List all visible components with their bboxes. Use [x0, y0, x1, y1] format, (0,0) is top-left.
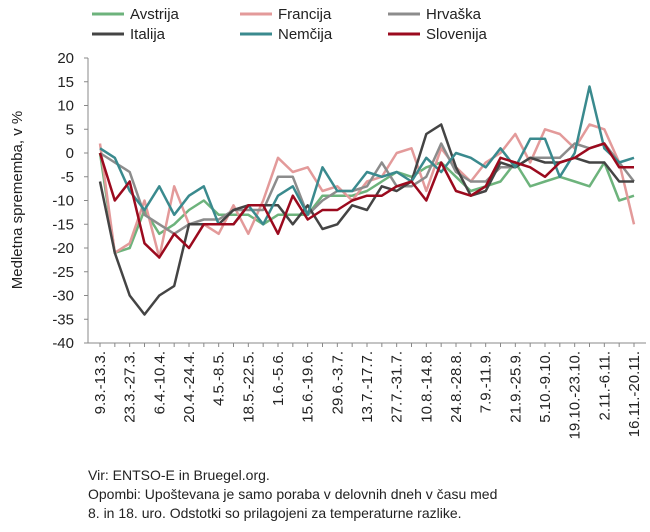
- y-tick-label: 20: [57, 50, 74, 67]
- x-tick-label: 10.8.-14.8.: [418, 351, 435, 423]
- x-tick-label: 9.3.-13.3.: [92, 351, 109, 414]
- x-tick-label: 29.6.-3.7.: [329, 351, 346, 414]
- series-line: [98, 123, 634, 316]
- x-tick-label: 19.10.-23.10.: [567, 351, 584, 439]
- x-tick-label: 2.11.-6.11.: [596, 351, 613, 421]
- y-tick-label: 15: [57, 74, 74, 91]
- series-line: [99, 85, 635, 226]
- note: 8. in 18. uro. Odstotki so prilagojeni z…: [88, 505, 462, 521]
- x-tick-label: 6.4.-10.4.: [151, 351, 168, 414]
- series-line: [98, 142, 634, 259]
- x-tick-label: 15.6.-19.6.: [300, 351, 317, 423]
- y-tick-label: 10: [57, 98, 74, 115]
- y-axis-label: Medletna sprememba, v %: [9, 111, 26, 289]
- x-tick-label: 18.5.-22.5.: [240, 351, 257, 423]
- y-tick-label: -5: [61, 169, 74, 186]
- legend-label: Avstrija: [130, 6, 180, 23]
- x-tick-label: 21.9.-25.9.: [507, 351, 524, 423]
- x-tick-label: 20.4.-24.4.: [181, 351, 198, 423]
- x-tick-label: 5.10.-9.10.: [537, 351, 554, 423]
- y-tick-label: -40: [52, 335, 74, 352]
- legend-label: Francija: [278, 6, 332, 23]
- x-tick-label: 27.7.-31.7.: [389, 351, 406, 423]
- y-tick-label: 5: [66, 121, 74, 138]
- x-tick-label: 4.5.-8.5.: [211, 351, 228, 406]
- x-tick-label: 23.3.-27.3.: [122, 351, 139, 423]
- y-tick-label: -10: [52, 193, 74, 210]
- note: Opombi: Upoštevana je samo poraba v delo…: [88, 486, 497, 502]
- x-tick-label: 24.8.-28.8.: [448, 351, 465, 423]
- x-tick-label: 16.11.-20.11.: [626, 351, 643, 437]
- x-tick-label: 13.7.-17.7.: [359, 351, 376, 423]
- legend-label: Slovenija: [426, 26, 488, 43]
- legend-label: Italija: [130, 26, 166, 43]
- y-tick-label: -35: [52, 311, 74, 328]
- series-line: [98, 152, 635, 255]
- x-tick-label: 7.9.-11.9.: [478, 351, 495, 413]
- y-tick-label: -25: [52, 264, 74, 281]
- y-tick-label: -20: [52, 240, 74, 257]
- y-tick-label: -30: [52, 288, 74, 305]
- y-tick-label: 0: [66, 145, 74, 162]
- note: Vir: ENTSO-E in Bruegel.org.: [88, 467, 270, 483]
- legend-label: Hrvaška: [426, 6, 482, 23]
- y-tick-label: -15: [52, 216, 74, 233]
- x-tick-label: 1.6.-5.6.: [270, 351, 287, 406]
- legend-label: Nemčija: [278, 26, 333, 43]
